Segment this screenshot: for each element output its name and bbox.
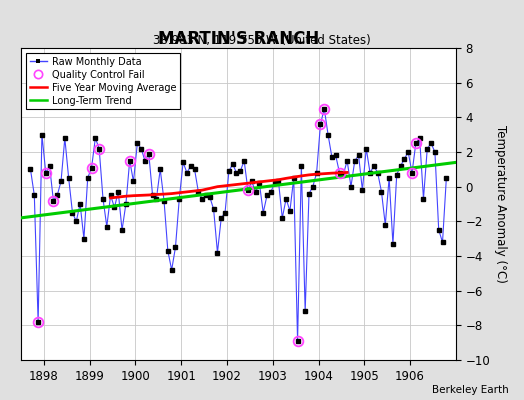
Legend: Raw Monthly Data, Quality Control Fail, Five Year Moving Average, Long-Term Tren: Raw Monthly Data, Quality Control Fail, … <box>26 53 180 109</box>
Title: MARTIN'S RANCH: MARTIN'S RANCH <box>158 30 319 48</box>
Y-axis label: Temperature Anomaly (°C): Temperature Anomaly (°C) <box>494 125 507 283</box>
Text: Berkeley Earth: Berkeley Earth <box>432 385 508 395</box>
Text: 38.983 N, 119.750 W (United States): 38.983 N, 119.750 W (United States) <box>153 34 371 47</box>
